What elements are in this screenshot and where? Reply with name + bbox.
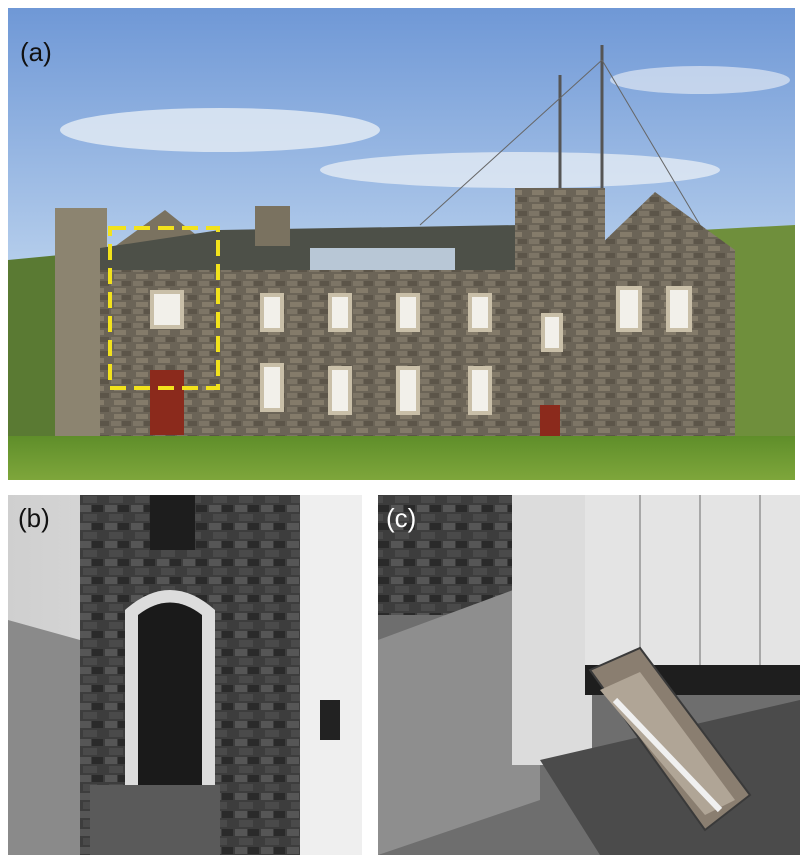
photo-detail (8, 436, 795, 480)
photo-detail (378, 495, 518, 615)
photo-detail (541, 313, 563, 352)
photo-doorway (8, 495, 362, 855)
photo-detail (8, 620, 80, 855)
photo-detail (150, 370, 184, 435)
photo-detail (639, 495, 761, 665)
photo-detail (601, 59, 701, 226)
photo-detail (396, 293, 420, 332)
photo-detail (610, 66, 790, 94)
photo-detail (468, 366, 492, 415)
panel-label: (b) (18, 503, 50, 533)
highlight-box (108, 226, 220, 390)
photo-detail (540, 405, 560, 437)
photo-detail (320, 152, 720, 188)
panel-label: (c) (386, 503, 416, 533)
photo-detail (90, 785, 220, 855)
photo-detail (8, 255, 60, 440)
panel-label: (a) (20, 37, 52, 67)
photo-detail (260, 363, 284, 412)
photo-detail (419, 59, 603, 226)
photo-building (8, 8, 795, 480)
photo-detail (150, 286, 692, 415)
photo-detail (600, 672, 735, 815)
photo-detail (378, 580, 540, 855)
photo-detail (320, 700, 340, 740)
photo-detail (60, 108, 380, 152)
photo-detail (55, 208, 107, 443)
photo-instrument (378, 495, 800, 855)
photo-detail (512, 495, 592, 765)
photo-detail (255, 206, 290, 246)
photo-detail (138, 602, 202, 790)
photo-detail (328, 366, 352, 415)
photo-detail (260, 293, 284, 332)
photo-detail (468, 293, 492, 332)
photo-detail (300, 495, 362, 855)
photo-detail (585, 495, 800, 665)
photo-detail (666, 286, 692, 332)
photo-detail (396, 366, 420, 415)
photo-detail (310, 248, 455, 272)
photo-detail (150, 495, 195, 550)
photo-detail (328, 293, 352, 332)
photo-detail (150, 290, 184, 329)
photo-detail (595, 192, 735, 440)
photo-detail (616, 286, 642, 332)
photo-detail (612, 697, 723, 813)
